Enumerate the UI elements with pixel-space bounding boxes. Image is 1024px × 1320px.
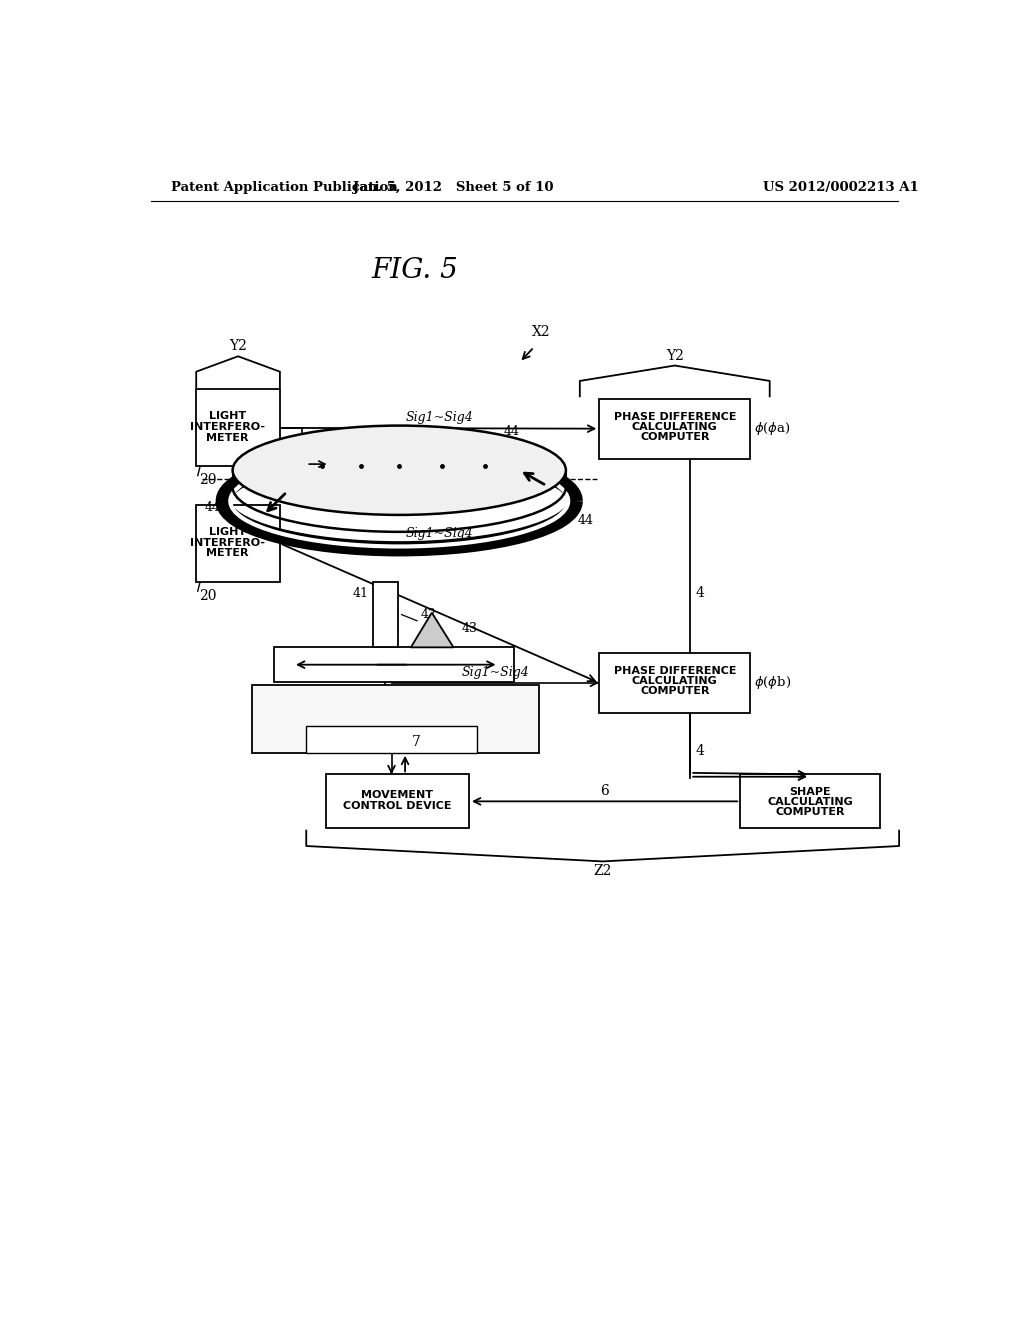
Text: CONTROL DEVICE: CONTROL DEVICE xyxy=(343,801,452,810)
Bar xyxy=(197,389,280,466)
Bar xyxy=(273,647,514,682)
Text: 1a(1b): 1a(1b) xyxy=(340,432,381,445)
Text: SHAPE: SHAPE xyxy=(790,787,830,797)
Text: INTERFERO-: INTERFERO- xyxy=(189,537,264,548)
Text: LIGHT: LIGHT xyxy=(209,412,246,421)
Text: CALCULATING: CALCULATING xyxy=(632,422,718,432)
Text: PHASE DIFFERENCE: PHASE DIFFERENCE xyxy=(613,667,736,676)
Text: FIG. 5: FIG. 5 xyxy=(372,256,458,284)
Bar xyxy=(306,726,477,752)
Text: INTERFERO-: INTERFERO- xyxy=(189,422,264,432)
Text: Z2: Z2 xyxy=(594,865,612,878)
Bar xyxy=(740,775,880,829)
Text: METER: METER xyxy=(206,433,249,444)
Text: COMPUTER: COMPUTER xyxy=(775,807,845,817)
Text: 43: 43 xyxy=(461,622,477,635)
Text: $\phi$($\phi$a): $\phi$($\phi$a) xyxy=(755,420,791,437)
Text: MOVEMENT: MOVEMENT xyxy=(361,791,433,800)
Text: LIGHT: LIGHT xyxy=(209,527,246,537)
Text: PHASE DIFFERENCE: PHASE DIFFERENCE xyxy=(613,412,736,422)
Polygon shape xyxy=(411,612,454,647)
Text: CALCULATING: CALCULATING xyxy=(632,676,718,686)
Text: 44: 44 xyxy=(578,513,594,527)
Ellipse shape xyxy=(232,425,566,515)
Bar xyxy=(373,582,397,647)
Text: Patent Application Publication: Patent Application Publication xyxy=(171,181,397,194)
Text: 20: 20 xyxy=(200,474,217,487)
Text: 41: 41 xyxy=(353,587,369,601)
Text: Y2: Y2 xyxy=(666,348,684,363)
Text: X2: X2 xyxy=(531,325,550,339)
Text: 44: 44 xyxy=(504,425,519,438)
Bar xyxy=(599,653,751,713)
Text: CALCULATING: CALCULATING xyxy=(767,797,853,807)
Text: Sig1~Sig4: Sig1~Sig4 xyxy=(462,667,529,680)
Text: Jan. 5, 2012   Sheet 5 of 10: Jan. 5, 2012 Sheet 5 of 10 xyxy=(353,181,554,194)
Bar xyxy=(197,506,280,582)
Text: 42: 42 xyxy=(421,609,437,622)
Text: $\phi$($\phi$b): $\phi$($\phi$b) xyxy=(755,675,792,692)
Text: Sig1~Sig4: Sig1~Sig4 xyxy=(406,527,473,540)
Text: Sig1~Sig4: Sig1~Sig4 xyxy=(406,412,473,425)
Text: 1: 1 xyxy=(465,499,473,511)
Text: 20: 20 xyxy=(200,589,217,603)
Text: 4: 4 xyxy=(695,744,705,758)
Bar xyxy=(326,775,469,829)
Text: Y2: Y2 xyxy=(229,339,247,354)
Text: 4: 4 xyxy=(695,586,705,601)
Bar xyxy=(599,399,751,459)
Text: 7: 7 xyxy=(412,735,420,748)
Text: US 2012/0002213 A1: US 2012/0002213 A1 xyxy=(763,181,919,194)
Text: COMPUTER: COMPUTER xyxy=(640,686,710,696)
Text: 6: 6 xyxy=(600,784,609,799)
Text: METER: METER xyxy=(206,548,249,558)
Text: 44: 44 xyxy=(205,500,221,513)
Text: COMPUTER: COMPUTER xyxy=(640,432,710,442)
Bar xyxy=(252,685,539,752)
